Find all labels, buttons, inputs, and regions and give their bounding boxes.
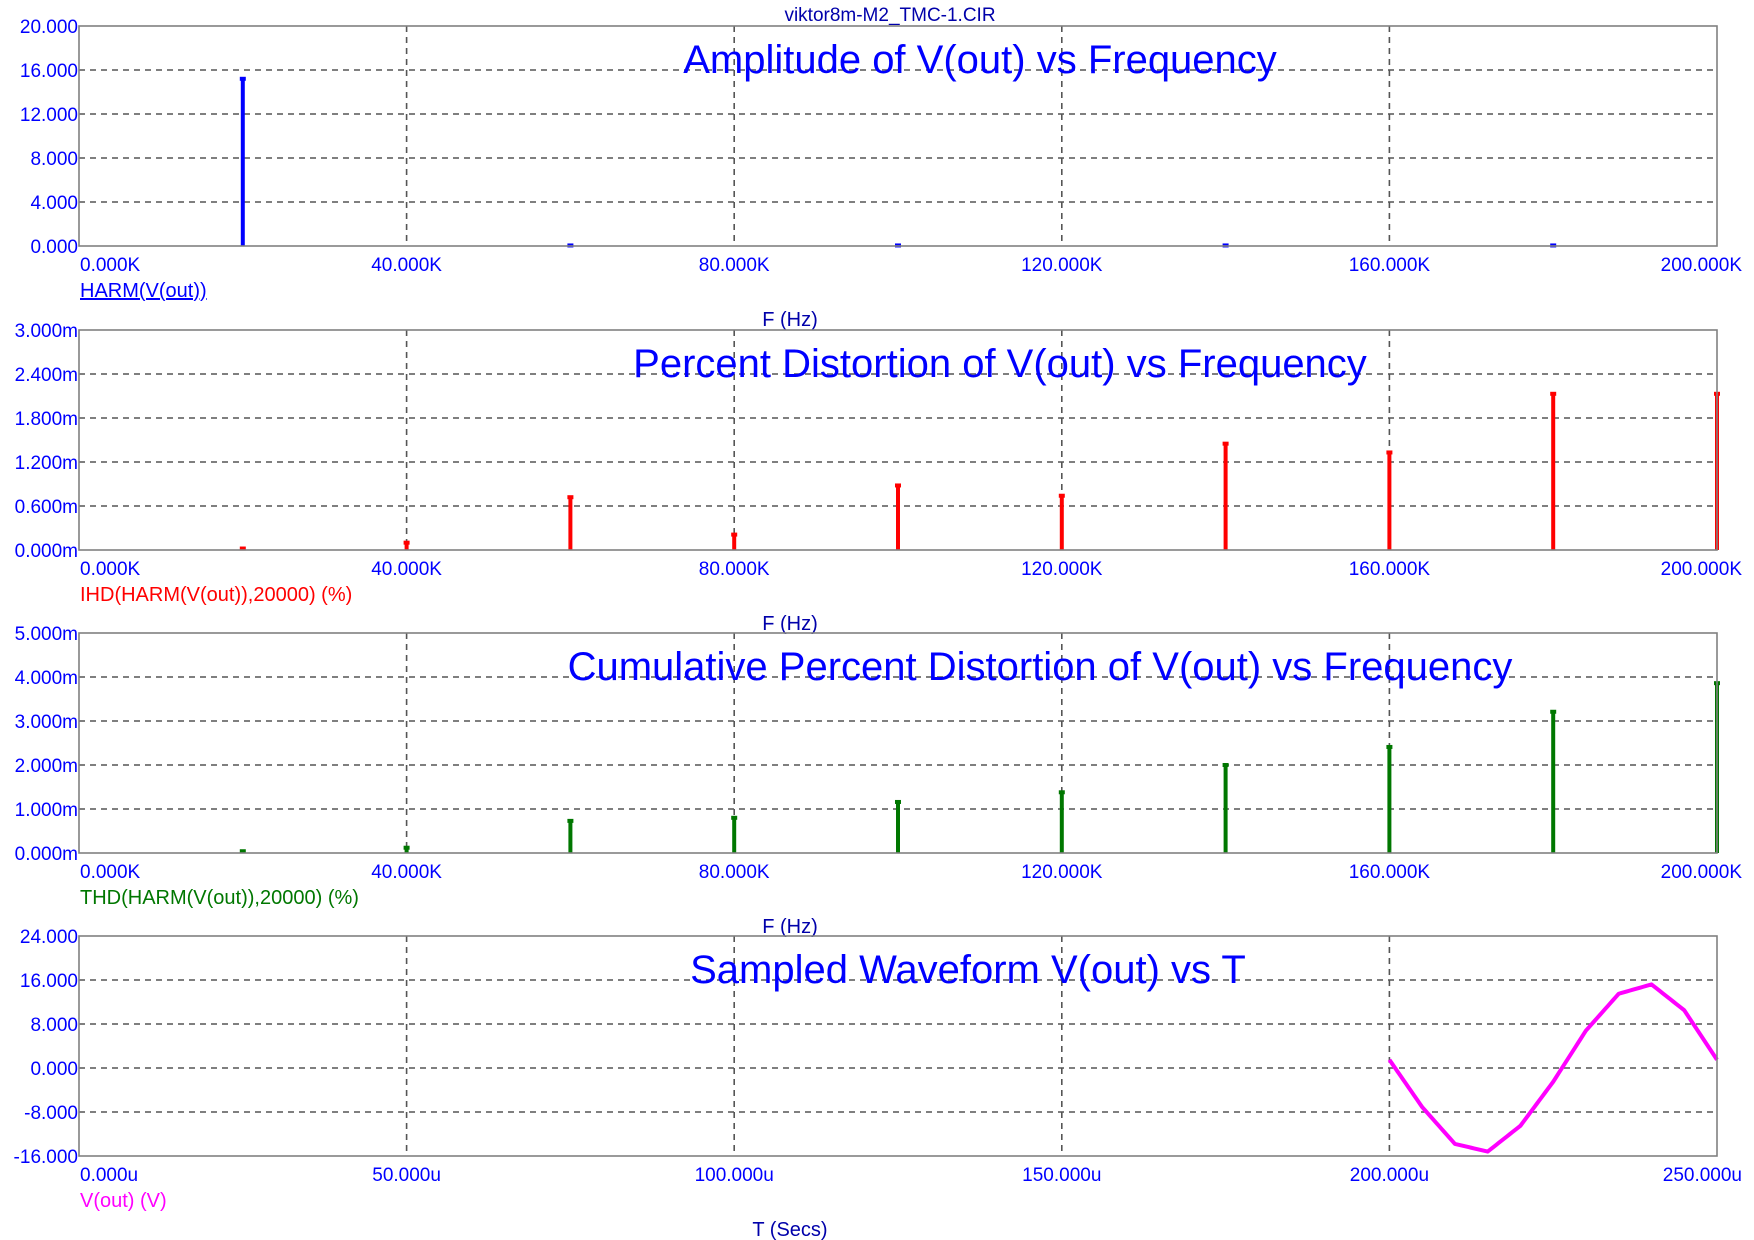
y-tick-label: 3.000m xyxy=(15,712,78,733)
x-tick-label: 120.000K xyxy=(1021,862,1103,883)
y-tick-label: -8.000 xyxy=(24,1103,78,1124)
bar-cap xyxy=(1222,763,1229,767)
plot-title: Amplitude of V(out) vs Frequency xyxy=(683,38,1277,82)
file-title: viktor8m-M2_TMC-1.CIR xyxy=(784,5,995,26)
x-tick-label: 200.000K xyxy=(1661,559,1743,580)
y-tick-label: 0.000m xyxy=(15,541,78,562)
bar-cap xyxy=(731,815,738,820)
y-tick-label: 16.000 xyxy=(20,971,78,992)
x-tick-label: 150.000u xyxy=(1022,1165,1101,1186)
plot-frame xyxy=(78,632,1718,854)
bar-cap xyxy=(239,546,246,551)
x-tick-label: 80.000K xyxy=(699,559,770,580)
x-tick-label: 40.000K xyxy=(371,559,442,580)
x-tick-label: 0.000K xyxy=(80,559,141,580)
y-tick-label: 0.000 xyxy=(30,1059,78,1080)
y-tick-label: 0.000m xyxy=(15,844,78,865)
y-tick-label: 3.000m xyxy=(15,321,78,342)
y-tick-label: 12.000 xyxy=(20,105,78,126)
bar-cap xyxy=(1058,493,1065,498)
bar-cap xyxy=(1222,441,1229,446)
x-tick-label: 160.000K xyxy=(1349,559,1431,580)
y-tick-label: 1.000m xyxy=(15,800,78,821)
plot-panel-3: 5.000m 4.000m 3.000m 2.000m 1.000m 0.000m0.00… xyxy=(15,624,1743,938)
bar-cap xyxy=(895,483,901,488)
bar-cap xyxy=(1386,744,1393,749)
y-tick-label: 4.000m xyxy=(15,668,78,689)
x-tick-label: 50.000u xyxy=(372,1165,441,1186)
bar-cap xyxy=(403,845,410,850)
x-tick-label: 160.000K xyxy=(1349,862,1431,883)
trace-label: THD(HARM(V(out)),20000) (%) xyxy=(80,887,359,909)
trace-label: HARM(V(out)) xyxy=(80,280,207,302)
x-tick-label: 200.000u xyxy=(1350,1165,1429,1186)
y-tick-label: 24.000 xyxy=(20,927,78,948)
x-tick-label: 120.000K xyxy=(1021,559,1103,580)
x-tick-label: 0.000K xyxy=(80,862,141,883)
x-tick-label: 200.000K xyxy=(1661,862,1743,883)
plot-frame xyxy=(78,25,1718,247)
y-tick-label: -16.000 xyxy=(14,1147,78,1168)
plot-panel-4: 24.000 16.000 8.000 0.000 -8.000 -16.0000.000… xyxy=(14,927,1742,1240)
x-tick-label: 0.000K xyxy=(80,255,141,276)
y-tick-label: 2.400m xyxy=(15,365,78,386)
y-tick-label: 1.800m xyxy=(15,409,78,430)
x-axis-label: F (Hz) xyxy=(762,613,818,635)
x-tick-label: 120.000K xyxy=(1021,255,1103,276)
y-tick-label: 2.000m xyxy=(15,756,78,777)
bar-cap xyxy=(239,849,246,854)
plot-title: Percent Distortion of V(out) vs Frequenc… xyxy=(633,342,1367,386)
x-axis-label: F (Hz) xyxy=(762,309,818,331)
trace-label: V(out) (V) xyxy=(80,1190,167,1212)
y-tick-label: 20.000 xyxy=(20,17,78,38)
bar-cap xyxy=(1550,391,1557,396)
plot-frame xyxy=(78,935,1718,1157)
plot-panel-1: 20.000 16.000 12.000 8.000 4.000 0.0000.000K 4… xyxy=(20,17,1742,331)
y-tick-label: 8.000 xyxy=(30,1015,78,1036)
y-tick-label: 1.200m xyxy=(15,453,78,474)
x-tick-label: 160.000K xyxy=(1349,255,1431,276)
bar-cap xyxy=(239,76,246,81)
y-tick-label: 4.000 xyxy=(30,193,78,214)
bar-cap xyxy=(895,799,901,804)
bar-cap xyxy=(1058,790,1065,795)
bar-cap xyxy=(731,532,738,537)
y-tick-label: 0.600m xyxy=(15,497,78,518)
y-tick-label: 0.000 xyxy=(30,237,78,258)
x-tick-label: 80.000K xyxy=(699,255,770,276)
y-tick-label: 8.000 xyxy=(30,149,78,170)
x-tick-label: 100.000u xyxy=(695,1165,774,1186)
x-tick-label: 40.000K xyxy=(371,862,442,883)
y-tick-label: 16.000 xyxy=(20,61,78,82)
plot-title: Cumulative Percent Distortion of V(out) … xyxy=(568,645,1513,689)
x-tick-label: 200.000K xyxy=(1661,255,1743,276)
plot-panel-2: 3.000m 2.400m 1.800m 1.200m 0.600m 0.000m0.00… xyxy=(15,321,1743,635)
bar-cap xyxy=(1550,709,1557,714)
trace-label: IHD(HARM(V(out)),20000) (%) xyxy=(80,584,352,606)
x-tick-label: 0.000u xyxy=(80,1165,138,1186)
bar-cap xyxy=(567,495,574,500)
bar-cap xyxy=(1386,450,1393,455)
plot-frame xyxy=(78,329,1718,551)
x-tick-label: 80.000K xyxy=(699,862,770,883)
plot-title: Sampled Waveform V(out) vs T xyxy=(690,948,1246,992)
x-tick-label: 40.000K xyxy=(371,255,442,276)
bar-cap xyxy=(567,818,574,823)
y-tick-label: 5.000m xyxy=(15,624,78,645)
x-axis-label: T (Secs) xyxy=(752,1219,827,1240)
x-axis-label: F (Hz) xyxy=(762,916,818,938)
bar-cap xyxy=(403,540,410,545)
x-tick-label: 250.000u xyxy=(1663,1165,1742,1186)
